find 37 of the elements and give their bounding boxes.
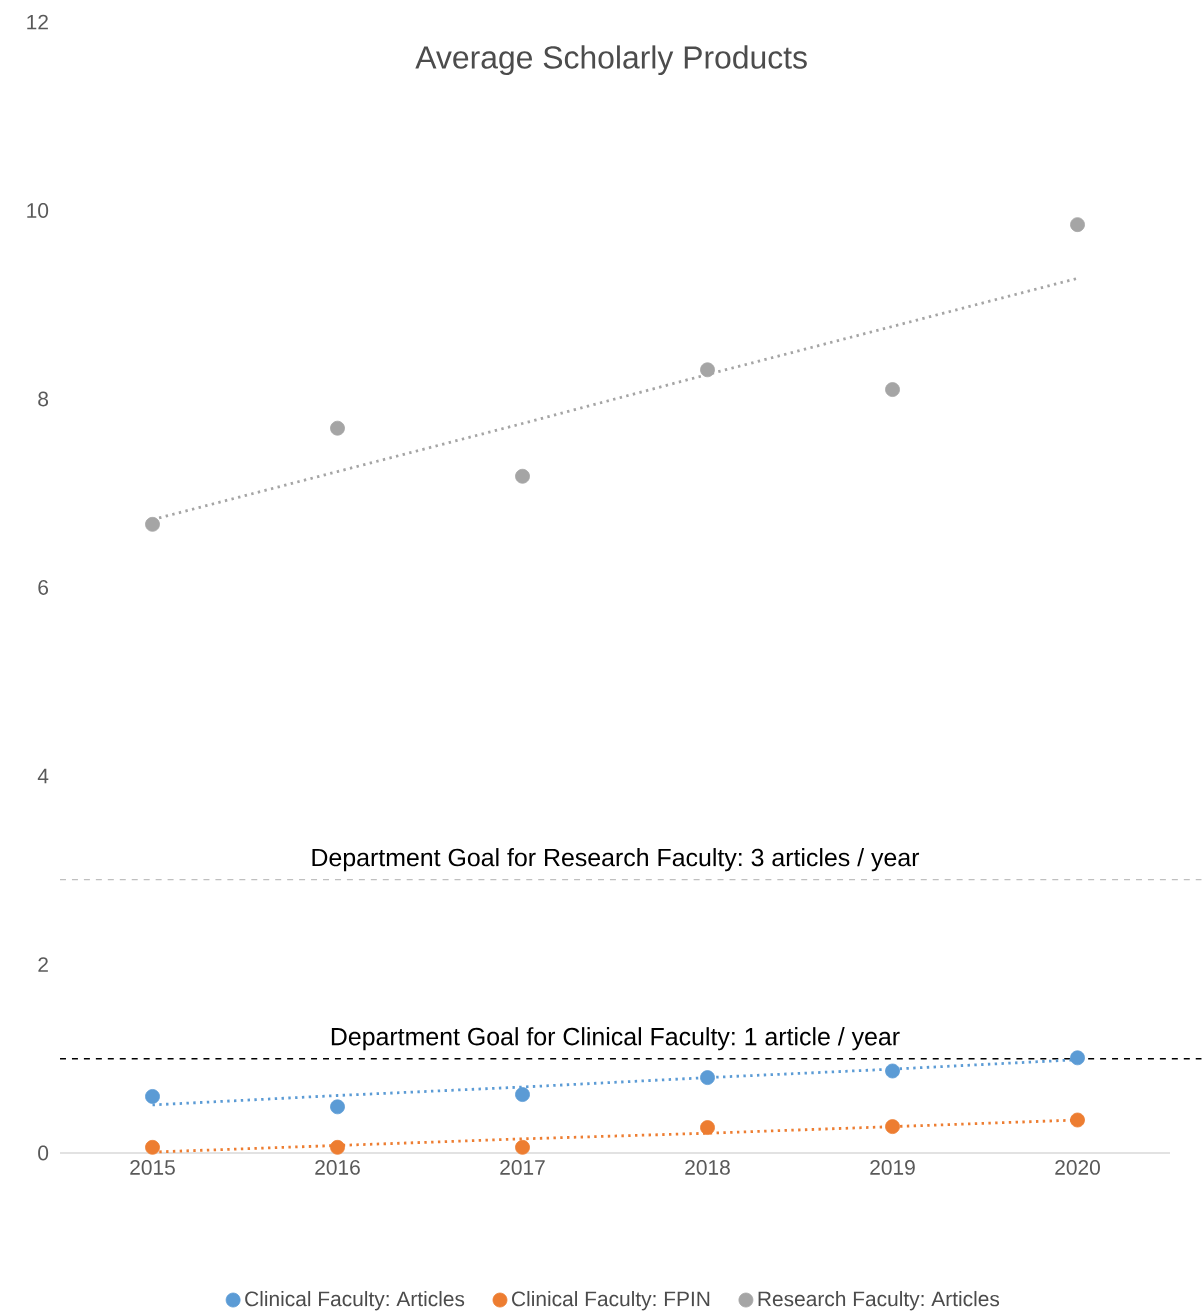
point [885, 1119, 900, 1135]
y-tick-label: 4 [37, 768, 49, 784]
ref-line-label: Department Goal for Research Faculty: 3 articles / year [312, 848, 920, 872]
point [515, 1087, 530, 1102]
x-tick-label: 2019 [870, 1160, 915, 1175]
y-tick-label: 2 [38, 957, 48, 972]
point [515, 1139, 530, 1155]
point [700, 362, 715, 378]
x-tick-label: 2015 [130, 1160, 175, 1175]
y-tick-label: 0 [38, 1145, 49, 1161]
y-tick-label: 12 [27, 14, 48, 30]
y-tick-label: 8 [38, 391, 49, 407]
x-tick-label: 2018 [685, 1160, 730, 1175]
point [700, 1070, 715, 1085]
point [330, 420, 345, 436]
x-tick-label: 2020 [1055, 1160, 1100, 1175]
legend-label: Clinical Faculty: Articles [245, 1290, 465, 1311]
point [330, 1139, 345, 1155]
ref-line-label: Department Goal for Clinical Faculty: 1 article / year [331, 1027, 900, 1051]
text: Average Scholarly Products [415, 45, 807, 76]
point [145, 516, 160, 532]
point [145, 1089, 160, 1104]
point [330, 1099, 345, 1115]
point [1070, 217, 1085, 233]
point [885, 1063, 900, 1079]
point [700, 1120, 715, 1135]
legend-label: Research Faculty: Articles [758, 1290, 1000, 1311]
x-tick-label: 2017 [500, 1160, 545, 1175]
point [145, 1139, 160, 1155]
x-tick-label: 2016 [315, 1160, 360, 1175]
legend-label: Clinical Faculty: FPIN [512, 1290, 710, 1311]
point [1070, 1112, 1085, 1128]
point [885, 382, 900, 397]
y-tick-label: 6 [38, 580, 49, 595]
y-tick-label: 10 [27, 203, 49, 218]
point [515, 468, 530, 484]
point [1070, 1050, 1085, 1066]
